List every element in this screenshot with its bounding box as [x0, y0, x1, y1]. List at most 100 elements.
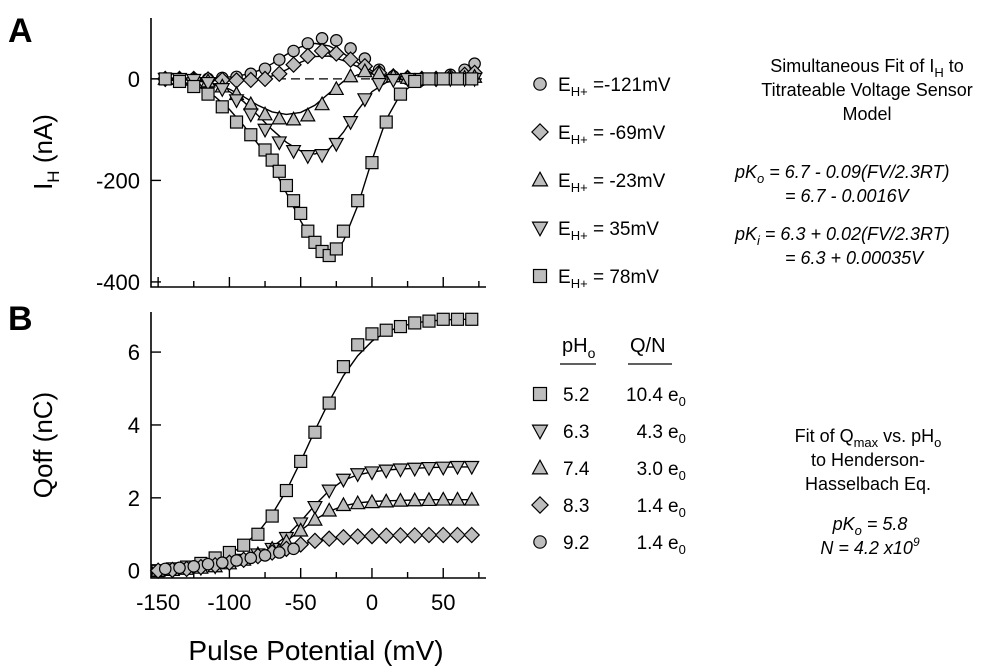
svg-text:pKo = 5.8: pKo = 5.8 [832, 514, 908, 538]
legend-a-marker [533, 77, 547, 91]
legend-b-marker [531, 458, 549, 475]
data-point [256, 70, 274, 88]
legend-b-unit: e0 [668, 422, 686, 446]
data-point [287, 44, 300, 58]
data-point [294, 454, 308, 468]
data-point [308, 425, 322, 439]
panel-b-legend: pHo Q/N 5.2 10.4 e06.3 4.3 e07.4 3.0 e08.3 1.4 e… [531, 335, 686, 557]
y-tick-label: 2 [128, 486, 140, 511]
x-tick-label: -100 [207, 590, 251, 615]
data-point [364, 493, 380, 509]
data-point [173, 561, 186, 575]
data-point [385, 73, 402, 89]
data-point [329, 242, 343, 256]
data-point [379, 323, 393, 337]
data-point [187, 560, 201, 573]
data-point [408, 74, 422, 89]
legend-b-marker [531, 424, 549, 441]
data-point [435, 491, 452, 506]
data-point [349, 468, 366, 483]
data-point [351, 338, 365, 352]
data-point [379, 115, 393, 129]
data-point [436, 312, 450, 326]
data-point [286, 194, 301, 208]
data-point [230, 554, 243, 567]
data-point [299, 47, 317, 65]
data-point [215, 100, 229, 114]
data-point [392, 492, 409, 507]
legend-a-label: EH+ =-121mV [558, 75, 671, 99]
data-point [449, 460, 466, 476]
svg-text:to Henderson-: to Henderson- [811, 450, 925, 470]
data-point [349, 528, 367, 545]
data-point [314, 149, 330, 164]
panel-b-annotation: Fit of Qmax vs. pHo to Henderson- Hassel… [795, 426, 942, 558]
data-point [336, 224, 351, 238]
data-point [313, 42, 331, 60]
svg-text:Model: Model [842, 104, 891, 124]
data-point [257, 123, 273, 139]
legend-b-marker [532, 386, 548, 402]
data-point [377, 527, 395, 545]
legend-b-ph: 7.4 [563, 459, 590, 480]
x-tick-label: 0 [366, 590, 378, 615]
panel-a-axes [150, 18, 486, 288]
data-point [321, 484, 338, 499]
data-point [258, 549, 272, 562]
data-point [272, 53, 286, 66]
data-point [301, 224, 315, 238]
data-point [285, 56, 302, 74]
panel-a-data-points [156, 32, 483, 263]
legend-a-marker [531, 170, 549, 187]
legend-a-marker [531, 221, 549, 238]
panel-a-y-ticks: 0 -200 -400 [96, 67, 161, 295]
legend-b-unit: e0 [668, 385, 686, 409]
data-point [342, 51, 359, 68]
data-point [351, 194, 365, 208]
data-point [270, 65, 288, 83]
data-point [271, 110, 288, 125]
data-point [421, 461, 437, 477]
svg-text:Hasselbach Eq.: Hasselbach Eq. [805, 474, 931, 494]
data-point [242, 71, 260, 89]
legend-b-unit: e0 [668, 533, 686, 557]
x-tick-label: -150 [136, 590, 180, 615]
data-point [158, 72, 172, 86]
data-point [242, 108, 259, 123]
data-point [272, 546, 286, 559]
data-point [330, 34, 343, 47]
y-tick-label: 6 [128, 340, 140, 365]
data-point [449, 526, 466, 544]
panel-b-axes [150, 312, 486, 579]
data-point [465, 312, 479, 326]
data-point [421, 491, 437, 507]
data-point [365, 327, 379, 341]
data-point [336, 360, 351, 374]
data-point [315, 32, 329, 45]
data-point [271, 136, 288, 151]
legend-b-ph: 8.3 [563, 496, 589, 517]
data-point [285, 111, 302, 126]
svg-text:Simultaneous Fit of IH to: Simultaneous Fit of IH to [770, 56, 963, 80]
panel-b-y-axis-label: Qoff (nC) [28, 392, 58, 498]
data-point [392, 463, 409, 478]
data-point [435, 461, 452, 477]
data-point [321, 502, 338, 517]
data-point [363, 527, 381, 545]
data-point [215, 556, 229, 569]
svg-text:pKi = 6.3 + 0.02(FV/2.3RT): pKi = 6.3 + 0.02(FV/2.3RT) [734, 224, 950, 248]
data-point [450, 312, 465, 326]
data-point [393, 319, 408, 334]
data-point [420, 526, 438, 544]
data-point [172, 74, 187, 89]
data-point [371, 77, 387, 93]
data-point [299, 106, 316, 122]
data-point [450, 72, 465, 86]
data-point [393, 87, 408, 101]
svg-text:N = 4.2 x109: N = 4.2 x109 [820, 535, 920, 558]
data-point [237, 538, 251, 552]
legend-b-ph: 9.2 [563, 533, 589, 554]
data-point [408, 316, 422, 330]
svg-text:Fit of Qmax vs. pHo: Fit of Qmax vs. pHo [795, 426, 942, 450]
data-point [465, 72, 479, 86]
